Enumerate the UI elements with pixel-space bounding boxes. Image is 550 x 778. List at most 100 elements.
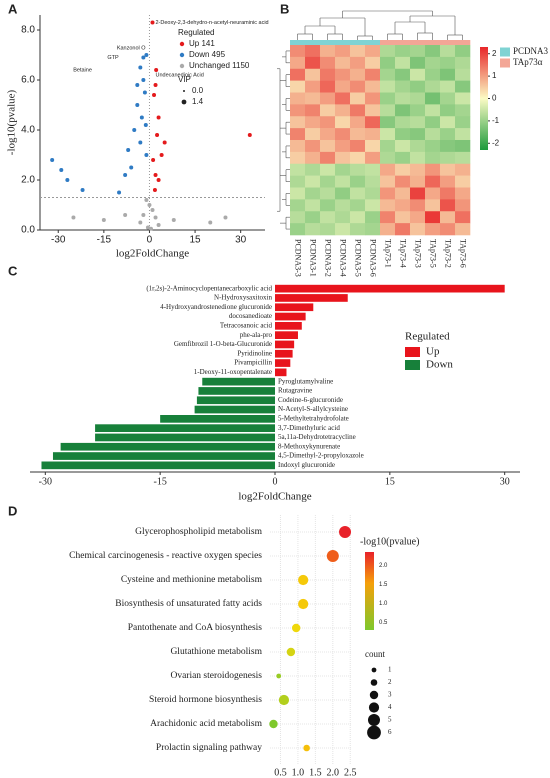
group-bar <box>425 40 441 45</box>
heat-cell <box>455 175 471 188</box>
bar-label: 4-Hydroxyandrostenedione glucuronide <box>160 303 272 311</box>
group-bar <box>305 40 321 45</box>
heat-cell <box>290 56 306 70</box>
bar <box>41 461 275 470</box>
bar-label: Gemfibrozil 1-O-beta-Glucuronide <box>174 340 272 348</box>
heat-cell <box>410 223 426 236</box>
legend-size <box>181 99 187 105</box>
heat-cell <box>410 56 426 70</box>
legend-swatch <box>405 347 420 357</box>
heat-cell <box>455 45 471 58</box>
annotation: Undecanedioic Acid <box>156 72 204 78</box>
x-tick-label: 2.0 <box>327 767 340 778</box>
legend-label: 2 <box>388 678 392 686</box>
point <box>247 133 252 137</box>
legend-size <box>368 714 380 726</box>
bar <box>60 442 275 451</box>
bar-label: Codeine-6-glucuronide <box>278 396 343 404</box>
heat-cell <box>335 116 351 129</box>
column-label: PCDNA3-1 <box>309 239 318 277</box>
legend-swatch <box>500 47 510 57</box>
heat-cell <box>320 223 336 236</box>
panel-label: A <box>8 1 18 16</box>
heat-cell <box>380 56 396 70</box>
heat-cell <box>380 68 396 81</box>
point <box>141 55 146 60</box>
heat-cell <box>425 116 441 129</box>
heat-cell <box>425 104 441 117</box>
heat-cell <box>320 56 336 70</box>
legend-label: TAp73α <box>513 57 543 67</box>
legend-title: -log10(pvalue) <box>360 536 419 547</box>
legend-swatch <box>500 58 510 68</box>
column-label: TAp73-6 <box>459 239 468 268</box>
bar-label: Tetracosanoic acid <box>220 321 273 329</box>
point <box>117 190 122 195</box>
heat-cell <box>290 92 306 105</box>
heat-cell <box>335 128 351 141</box>
heat-cell <box>440 140 456 153</box>
heat-cell <box>380 92 396 105</box>
heat-cell <box>425 151 441 165</box>
legend-label: 1.4 <box>192 97 204 106</box>
point <box>143 123 148 127</box>
category-label: Glycerophospholipid metabolism <box>135 527 263 537</box>
heat-cell <box>320 92 336 105</box>
colorbar-label: 0.5 <box>379 620 388 626</box>
heat-cell <box>410 199 426 212</box>
column-label: TAp73-5 <box>429 239 438 268</box>
heat-cell <box>410 187 426 200</box>
category-label: Ovarian steroidogenesis <box>170 671 262 681</box>
category-label: Pantothenate and CoA biosynthesis <box>128 623 263 633</box>
heat-cell <box>455 104 471 117</box>
heat-cell <box>350 199 366 212</box>
point <box>150 20 155 25</box>
point <box>50 158 55 162</box>
bar <box>275 359 291 367</box>
bar-label: Indoxyl glucuronide <box>278 461 335 469</box>
bar-label: 8-Methoxykynurenate <box>278 442 340 450</box>
heat-cell <box>395 175 411 188</box>
legend-title: count <box>365 649 385 659</box>
x-tick-label: 15 <box>385 476 395 487</box>
legend-label: Up 141 <box>189 39 215 48</box>
point <box>135 83 140 87</box>
legend-marker <box>179 41 185 47</box>
column-label: PCDNA3-6 <box>369 239 378 277</box>
heat-cell <box>395 128 411 141</box>
point <box>144 198 149 202</box>
heat-cell <box>335 223 351 236</box>
bar <box>275 294 348 302</box>
heat-cell <box>425 140 441 153</box>
heat-cell <box>320 68 336 81</box>
heat-cell <box>395 163 411 176</box>
heat-cell <box>455 163 471 176</box>
heat-cell <box>305 175 321 188</box>
heat-cell <box>335 175 351 188</box>
x-tick-label: 30 <box>500 476 510 487</box>
colorbar-label: 2 <box>492 49 497 58</box>
heat-cell <box>320 211 336 224</box>
column-label: TAp73-3 <box>414 239 423 268</box>
bubble <box>298 598 309 610</box>
heat-cell <box>335 68 351 81</box>
heat-cell <box>305 45 321 58</box>
point <box>101 218 106 222</box>
heat-cell <box>290 163 306 176</box>
legend-label: Unchanged 1150 <box>189 61 250 70</box>
point <box>144 53 149 57</box>
legend-title: Regulated <box>405 331 450 343</box>
heat-cell <box>350 45 366 58</box>
heat-cell <box>335 151 351 165</box>
point <box>150 208 155 212</box>
bar <box>95 433 275 442</box>
legend-marker <box>179 52 185 58</box>
heat-cell <box>395 116 411 129</box>
x-tick-label: 30 <box>235 235 247 246</box>
heat-cell <box>320 187 336 200</box>
heat-cell <box>425 223 441 236</box>
colorbar-label: 0 <box>492 94 497 103</box>
panel-label: D <box>8 503 17 518</box>
point <box>156 115 161 120</box>
heat-cell <box>305 128 321 141</box>
